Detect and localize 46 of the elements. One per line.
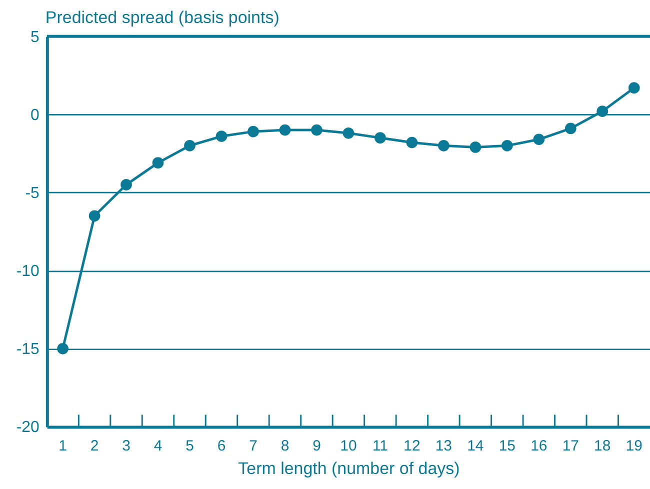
x-tick-label: 17 xyxy=(562,438,579,455)
point xyxy=(438,140,450,152)
y-tick-label: -10 xyxy=(16,263,40,280)
point xyxy=(342,127,354,139)
y-tick-label: -20 xyxy=(16,419,40,436)
x-tick-label: 6 xyxy=(217,438,226,455)
x-tick-label: 18 xyxy=(594,438,611,455)
x-tick-label: 4 xyxy=(154,438,162,455)
x-axis-title: Term length (number of days) xyxy=(238,459,460,478)
x-tick-label: 8 xyxy=(280,438,290,455)
x-tick-label: 9 xyxy=(312,438,321,455)
x-tick-label: 2 xyxy=(90,438,99,455)
point xyxy=(596,106,608,117)
point xyxy=(88,210,100,222)
x-tick-label: 1 xyxy=(58,438,67,455)
x-tick-label: 12 xyxy=(404,438,420,455)
y-axis-title: Predicted spread (basis points) xyxy=(45,8,280,27)
x-tick-label: 7 xyxy=(249,438,258,455)
point xyxy=(120,178,132,190)
x-tick-label: 19 xyxy=(626,438,642,455)
point xyxy=(311,124,322,136)
y-tick-label: 0 xyxy=(30,106,40,124)
point xyxy=(564,122,576,134)
point xyxy=(57,342,68,354)
point xyxy=(501,140,513,152)
x-tick-label: 14 xyxy=(467,438,484,455)
point xyxy=(533,134,545,146)
x-tick-label: 13 xyxy=(435,438,452,455)
x-tick-label: 10 xyxy=(340,438,357,455)
y-tick-label: -5 xyxy=(25,184,40,202)
point xyxy=(374,132,386,144)
point xyxy=(470,142,482,153)
x-tick-label: 15 xyxy=(498,438,516,455)
y-tick-label: -15 xyxy=(16,341,40,358)
x-tick-label: 3 xyxy=(122,438,130,455)
x-tick-label: 11 xyxy=(372,438,388,455)
point xyxy=(628,82,640,94)
y-tick-label: 5 xyxy=(30,28,40,46)
x-tick-label: 5 xyxy=(186,438,194,455)
point xyxy=(152,157,164,168)
x-tick-label: 16 xyxy=(530,438,548,455)
point xyxy=(279,124,291,136)
point xyxy=(248,126,259,138)
point xyxy=(184,140,196,152)
point xyxy=(406,136,418,148)
point xyxy=(216,130,228,142)
